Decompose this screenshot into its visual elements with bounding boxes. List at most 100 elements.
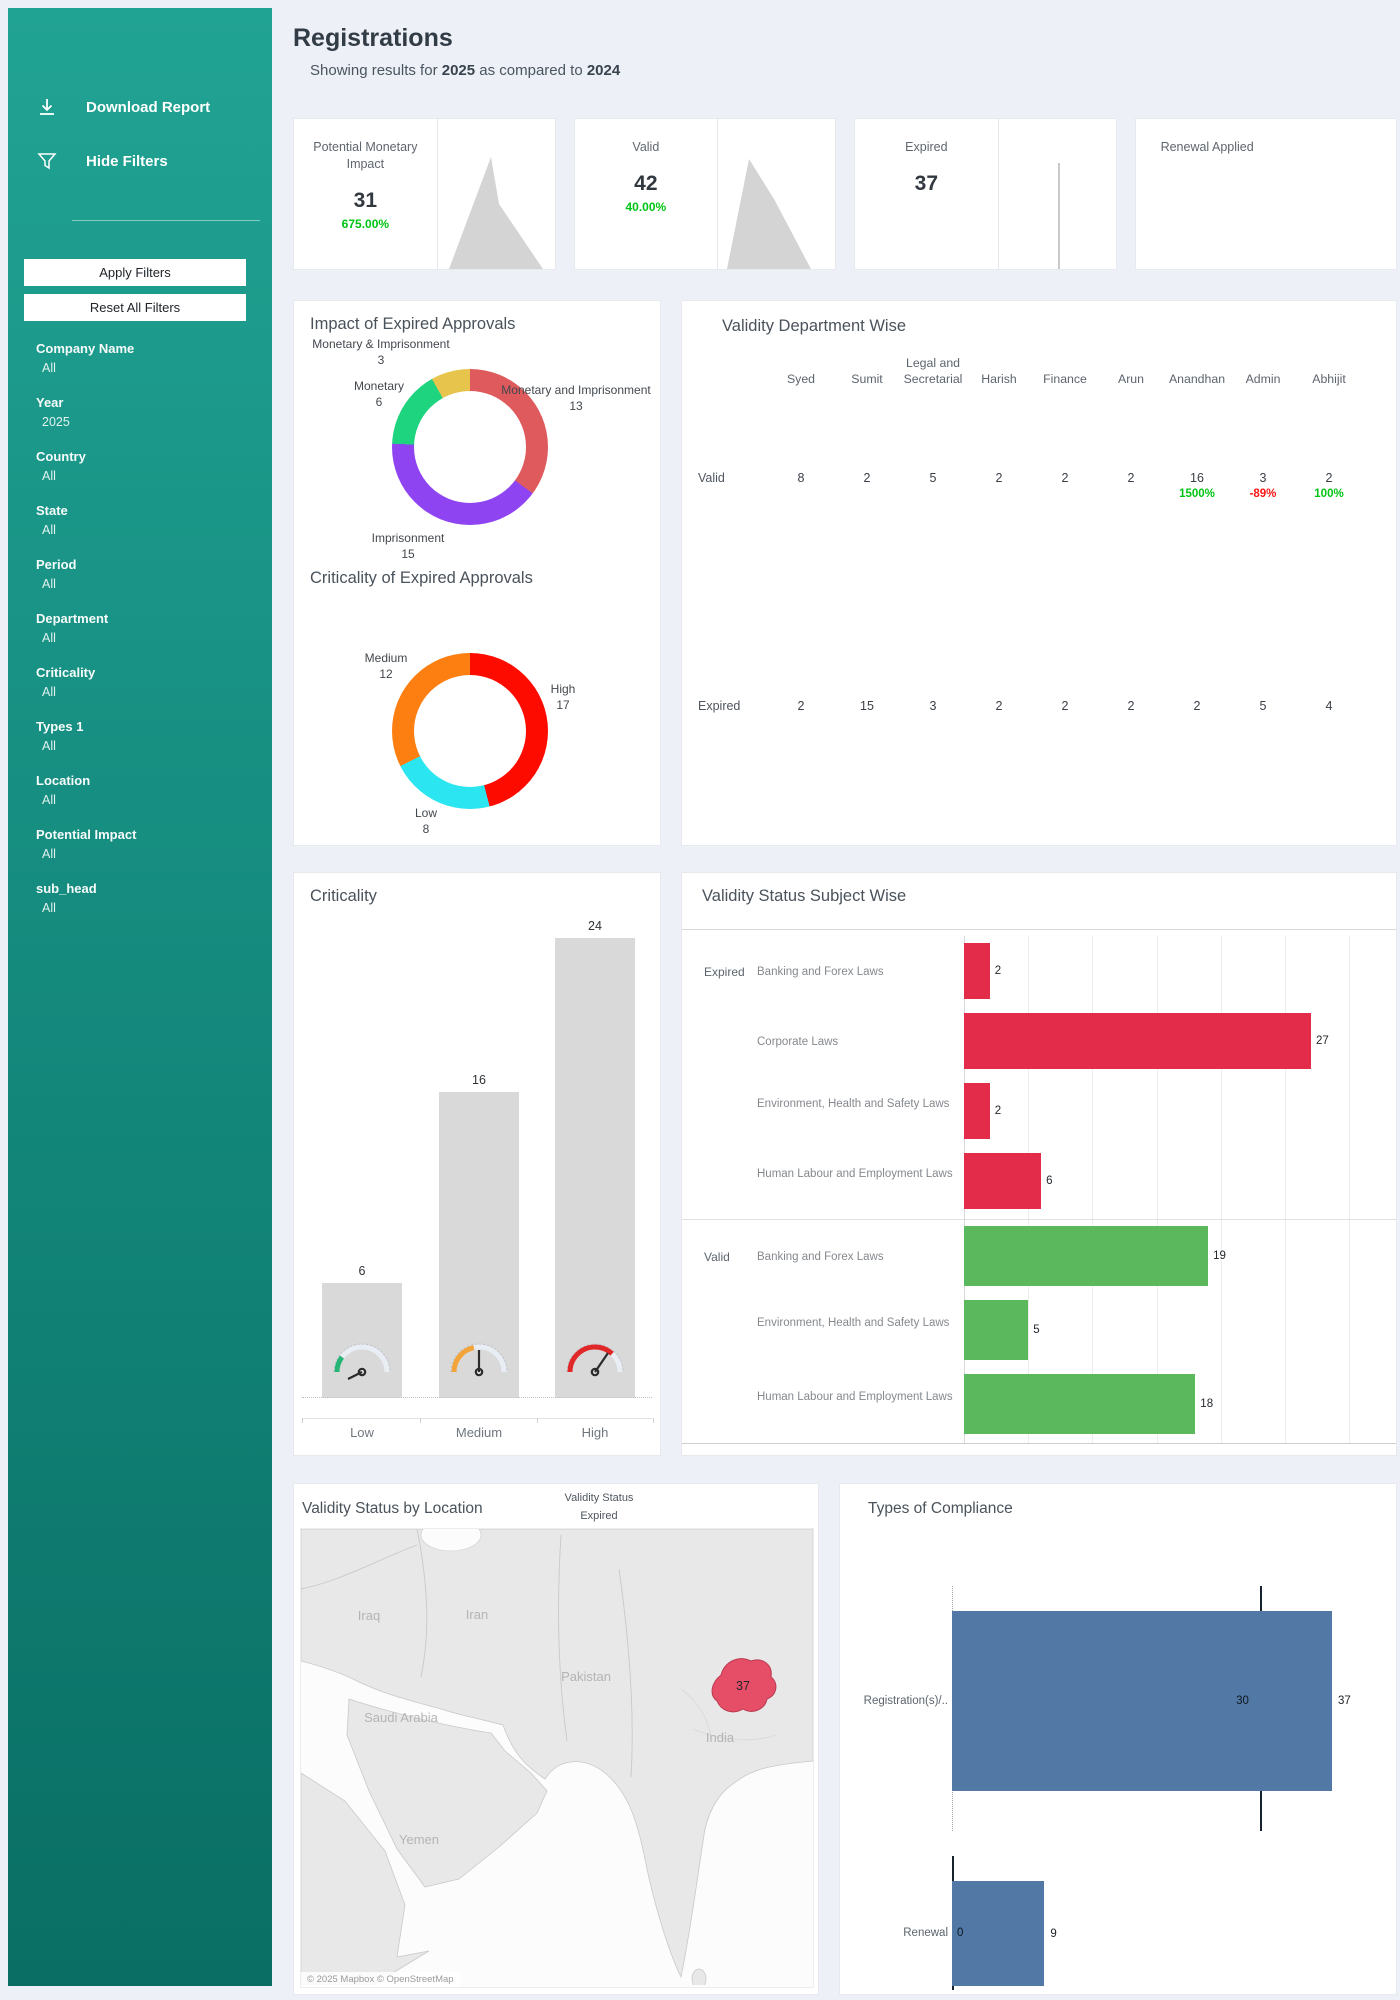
hide-filters-button[interactable]: Hide Filters xyxy=(8,144,272,178)
column-header: Syed xyxy=(786,371,816,386)
filter-potential-impact-value[interactable]: All xyxy=(42,847,56,861)
kpi-sparkline-area xyxy=(717,119,835,269)
column-header: Sumit xyxy=(851,371,883,386)
filter-criticality-value[interactable]: All xyxy=(42,685,56,699)
panel-title: Criticality of Expired Approvals xyxy=(310,569,533,587)
category-label: Human Labour and Employment Laws xyxy=(757,1391,953,1403)
filter-sub-head-value[interactable]: All xyxy=(42,901,56,915)
criticality-donut-chart[interactable] xyxy=(392,653,548,809)
donut-label: Monetary and Imprisonment 13 xyxy=(501,383,651,413)
group-label-expired: Expired xyxy=(704,965,745,979)
reference-value: 0 xyxy=(957,1927,964,1939)
filter-location-value[interactable]: All xyxy=(42,793,56,807)
gauge-low-icon xyxy=(330,1337,394,1388)
download-report-label: Download Report xyxy=(86,98,211,116)
category-label: Banking and Forex Laws xyxy=(757,966,884,978)
kpi-title: Renewal Applied xyxy=(1160,140,1254,154)
bar-low[interactable] xyxy=(322,1283,402,1398)
panel-title: Validity Department Wise xyxy=(722,317,907,335)
validity-status-by-location-panel: Validity Status by Location Validity Sta… xyxy=(293,1483,819,1995)
map-sri-lanka xyxy=(691,1968,707,1990)
panel-title: Criticality xyxy=(310,887,377,905)
filter-company-name-value[interactable]: All xyxy=(42,361,56,375)
filter-sub-head: sub_head All xyxy=(36,881,272,915)
donut-hole xyxy=(414,391,526,503)
map[interactable]: Iraq Iran Pakistan Saudi Arabia Yemen In… xyxy=(300,1518,814,1990)
current-year: 2025 xyxy=(441,62,476,79)
donut-label: High 17 xyxy=(550,682,576,712)
kpi-value: 37 xyxy=(914,171,939,195)
bar-registration[interactable] xyxy=(952,1611,1332,1791)
impact-of-expired-approvals-panel: Impact of Expired Approvals Monetary & I… xyxy=(293,300,661,846)
filter-state-value[interactable]: All xyxy=(42,523,56,537)
filter-criticality: Criticality All xyxy=(36,665,272,699)
column-header: Abhijit xyxy=(1312,371,1346,386)
filter-department: Department All xyxy=(36,611,272,645)
map-landmass-arabia xyxy=(346,1698,548,1888)
category-label: Low xyxy=(350,1425,374,1440)
group-separator xyxy=(682,1219,1396,1220)
bar-valid-labour[interactable] xyxy=(964,1374,1196,1434)
impact-donut-chart[interactable] xyxy=(392,369,548,525)
map-country-label: India xyxy=(706,1730,735,1745)
donut-hole xyxy=(414,675,526,787)
filter-period: Period All xyxy=(36,557,272,591)
gauge-medium-icon xyxy=(447,1337,511,1388)
kpi-sparkline-empty xyxy=(1279,119,1396,269)
filter-country-value[interactable]: All xyxy=(42,469,56,483)
bar-renewal[interactable] xyxy=(952,1881,1045,1986)
column-header: Arun xyxy=(1118,371,1144,386)
bar-high[interactable] xyxy=(555,938,635,1398)
download-icon xyxy=(36,96,58,118)
bar-valid-environment[interactable] xyxy=(964,1300,1029,1360)
map-highlight-region[interactable] xyxy=(711,1658,777,1713)
kpi-delta: 675.00% xyxy=(341,216,390,231)
filter-department-value[interactable]: All xyxy=(42,631,56,645)
apply-filters-button[interactable]: Apply Filters xyxy=(24,259,246,286)
reference-value: 30 xyxy=(1236,1695,1249,1707)
kpi-value: 31 xyxy=(353,188,378,212)
filter-year: Year 2025 xyxy=(36,395,272,429)
bar-expired-banking[interactable] xyxy=(964,943,990,999)
kpi-valid: Valid 42 40.00% xyxy=(573,118,836,270)
map-country-label: Pakistan xyxy=(561,1669,611,1684)
category-label: Human Labour and Employment Laws xyxy=(757,1168,953,1180)
page-subtitle: Showing results for 2025 as compared to … xyxy=(310,62,621,79)
bar-medium[interactable] xyxy=(439,1091,519,1398)
row-label: Renewal xyxy=(903,1927,948,1939)
category-label: High xyxy=(581,1425,609,1440)
map-country-label: Iraq xyxy=(358,1608,380,1623)
group-label-valid: Valid xyxy=(704,1250,730,1264)
bar-expired-corporate[interactable] xyxy=(964,1013,1311,1069)
hide-filters-label: Hide Filters xyxy=(86,152,168,170)
panel-title: Validity Status by Location xyxy=(302,1500,483,1517)
kpi-row: Potential Monetary Impact 31 675.00% Val… xyxy=(293,118,1397,270)
validity-department-wise-panel: Validity Department Wise Syed Sumit Lega… xyxy=(681,300,1397,846)
filter-period-value[interactable]: All xyxy=(42,577,56,591)
column-header: Harish xyxy=(981,371,1017,386)
bar-column-low: 6 xyxy=(322,1264,402,1398)
reset-all-filters-button[interactable]: Reset All Filters xyxy=(24,294,246,321)
kpi-renewal-applied: Renewal Applied xyxy=(1134,118,1397,270)
types-of-compliance-panel: Types of Compliance Registration(s)/.. 3… xyxy=(839,1483,1397,1995)
kpi-potential-monetary-impact: Potential Monetary Impact 31 675.00% xyxy=(293,118,556,270)
filter-sidebar: Download Report Hide Filters Apply Filte… xyxy=(8,8,272,1986)
column-header: Admin xyxy=(1245,371,1281,386)
panel-title: Impact of Expired Approvals xyxy=(310,315,516,333)
filter-year-value[interactable]: 2025 xyxy=(42,415,70,429)
map-legend: Validity Status Expired xyxy=(564,1492,634,1522)
map-attribution[interactable]: © 2025 Mapbox © OpenStreetMap xyxy=(301,1972,460,1987)
map-landmass-eurasia xyxy=(300,1528,814,1979)
kpi-sparkline-spike xyxy=(997,119,1116,269)
panel-title: Validity Status Subject Wise xyxy=(702,887,907,905)
bar-valid-banking[interactable] xyxy=(964,1226,1209,1286)
sidebar-divider xyxy=(72,220,260,221)
filter-types-1-value[interactable]: All xyxy=(42,739,56,753)
bar-value: 16 xyxy=(472,1072,486,1087)
column-header: Legal and Secretarial xyxy=(903,356,963,386)
bar-expired-labour[interactable] xyxy=(964,1153,1042,1209)
bar-expired-environment[interactable] xyxy=(964,1083,990,1139)
download-report-button[interactable]: Download Report xyxy=(8,90,272,124)
kpi-delta: 40.00% xyxy=(625,199,667,214)
map-region-value: 37 xyxy=(736,1679,750,1693)
